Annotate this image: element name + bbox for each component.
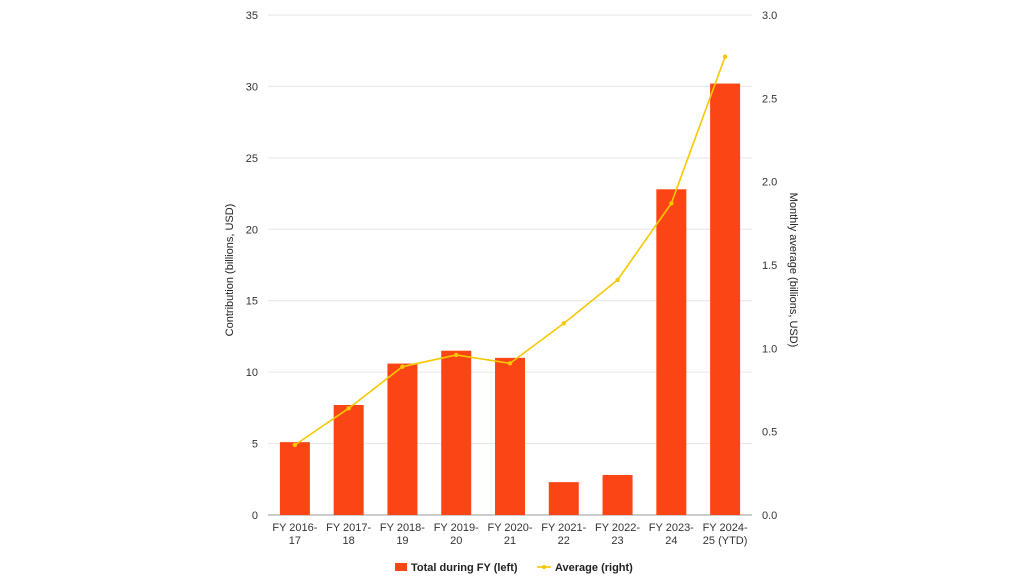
legend-swatch-bar	[395, 563, 407, 571]
bar	[441, 350, 472, 515]
left-y-tick-label: 30	[246, 81, 258, 93]
x-tick-label: FY 2024-25 (YTD)	[703, 522, 748, 547]
line-point	[722, 54, 728, 59]
right-y-axis-title: Monthly average (billions, USD)	[787, 193, 799, 348]
right-y-tick-label: 3.0	[762, 10, 777, 22]
legend-label-line: Average (right)	[555, 562, 633, 574]
line-series	[292, 54, 728, 448]
left-y-tick-label: 10	[246, 367, 258, 379]
left-y-tick-label: 20	[246, 224, 258, 236]
line-point	[615, 277, 620, 283]
line-point	[292, 442, 298, 448]
right-y-tick-label: 0.0	[762, 510, 777, 522]
bar	[387, 363, 418, 515]
legend: Total during FY (left) Average (right)	[395, 562, 633, 574]
bar	[602, 475, 633, 515]
x-tick-label: FY 2017-18	[326, 522, 371, 547]
bar	[548, 482, 579, 515]
line-point	[507, 361, 513, 366]
left-y-tick-label: 35	[246, 10, 258, 22]
right-y-tick-label: 1.0	[762, 343, 777, 355]
bar	[279, 442, 310, 515]
x-tick-label: FY 2023-24	[649, 522, 694, 547]
x-tick-label: FY 2020-21	[487, 522, 532, 547]
line-point	[669, 201, 674, 206]
x-tick-label: FY 2016-17	[272, 522, 317, 547]
legend-swatch-marker	[541, 564, 547, 570]
bar	[495, 357, 525, 515]
bar	[656, 189, 687, 516]
line-point	[454, 352, 459, 358]
x-tick-label: FY 2022-23	[595, 522, 640, 547]
right-y-tick-label: 2.0	[762, 177, 777, 189]
left-y-tick-label: 15	[246, 296, 258, 308]
line-point	[561, 321, 566, 326]
x-tick-label: FY 2019-20	[434, 522, 479, 547]
line-point	[346, 406, 351, 411]
left-y-tick-label: 25	[246, 153, 258, 165]
left-y-axis: 0 5 10 15 20 25 30 35	[246, 10, 258, 522]
x-tick-label: FY 2021-22	[541, 522, 586, 547]
legend-label-bar: Total during FY (left)	[411, 562, 518, 574]
x-tick-label: FY 2018-19	[380, 522, 425, 547]
line-point	[400, 364, 405, 369]
right-y-tick-label: 0.5	[762, 427, 777, 439]
right-y-tick-label: 2.5	[762, 93, 777, 105]
left-y-axis-title: Contribution (billions, USD)	[224, 204, 236, 337]
right-y-tick-label: 1.5	[762, 260, 777, 272]
bar	[333, 405, 364, 515]
left-y-tick-label: 5	[252, 439, 258, 451]
bar-series	[279, 83, 741, 516]
left-y-tick-label: 0	[252, 510, 258, 522]
x-axis: FY 2016-17 FY 2017-18 FY 2018-19 FY 2019-20…	[272, 522, 748, 547]
right-y-axis: 0.0 0.5 1.0 1.5 2.0 2.5 3.0	[762, 10, 777, 522]
bar	[710, 83, 741, 516]
